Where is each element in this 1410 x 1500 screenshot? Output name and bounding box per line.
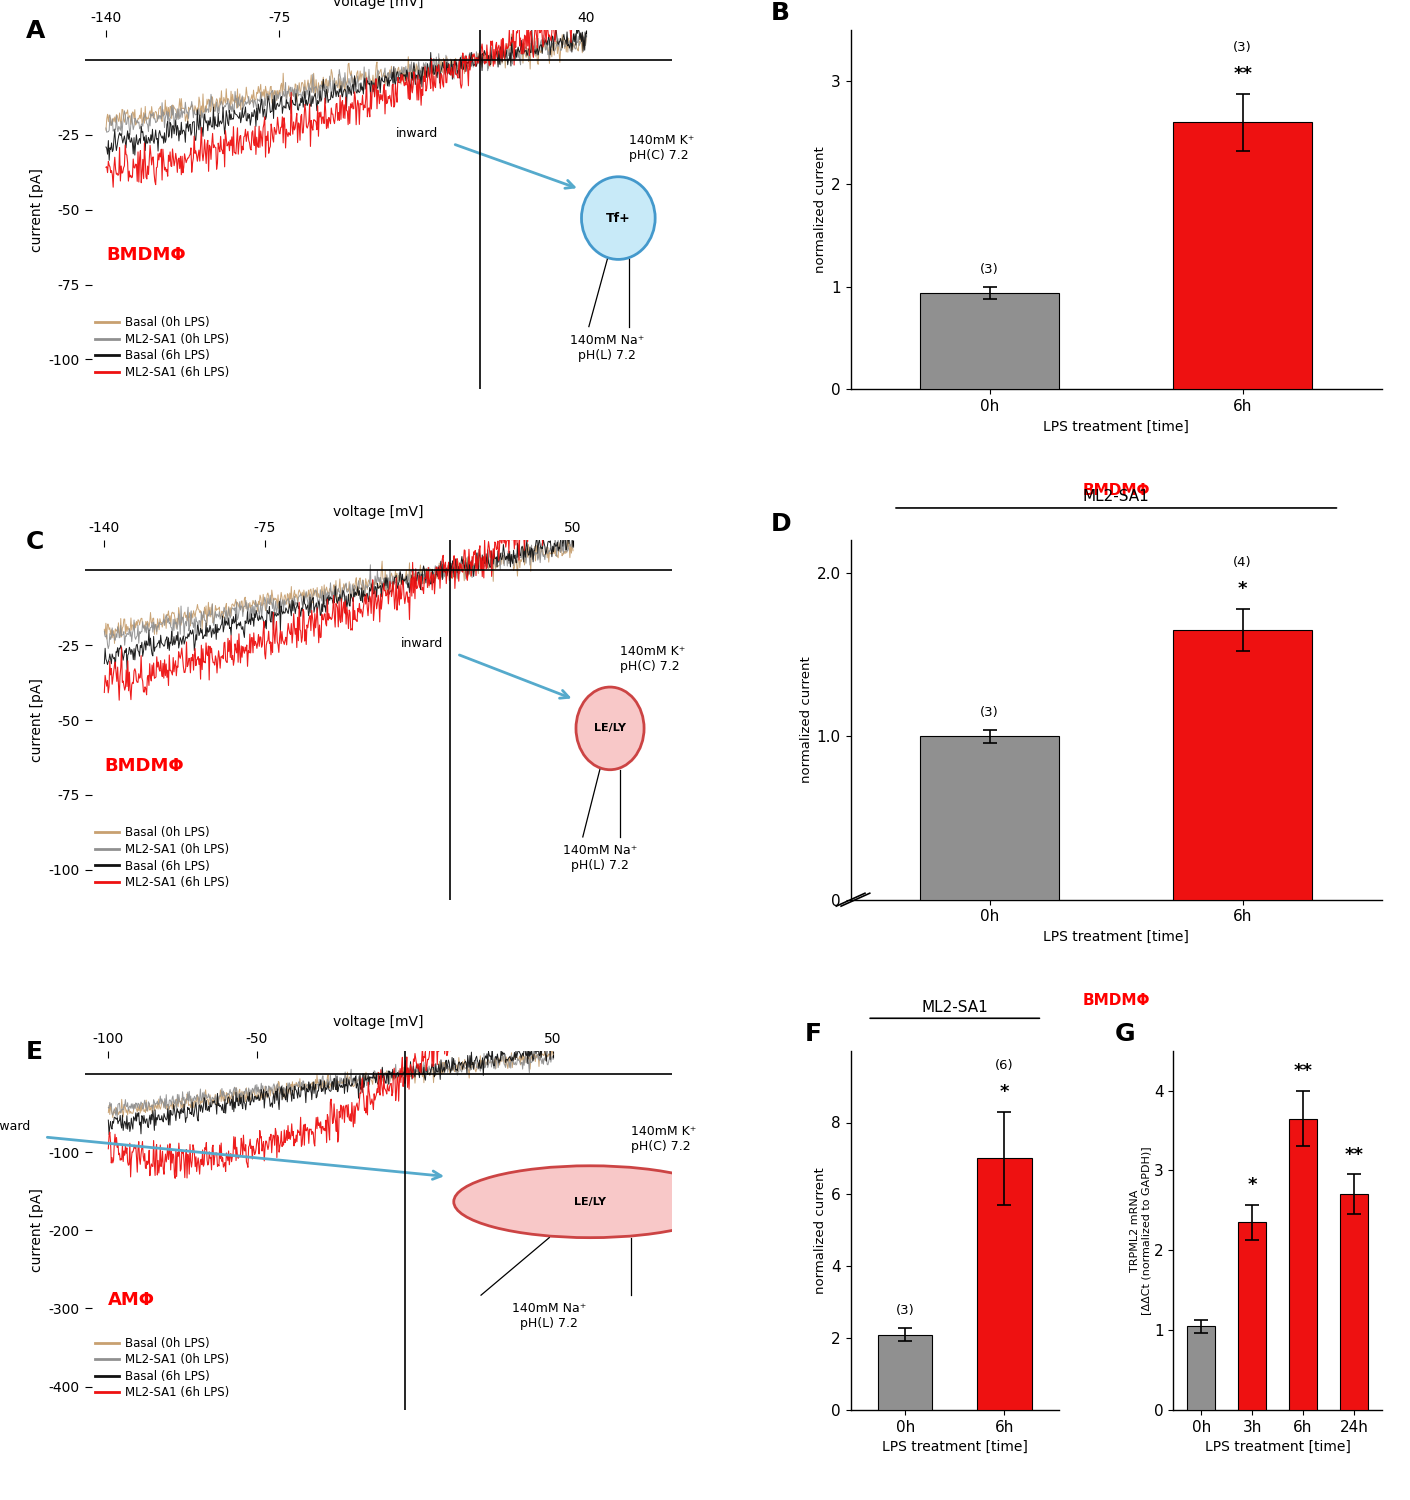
Bar bbox=[1173, 123, 1313, 390]
Text: F: F bbox=[805, 1022, 822, 1046]
Bar bbox=[921, 736, 1059, 900]
Legend: Basal (0h LPS), ML2-SA1 (0h LPS), Basal (6h LPS), ML2-SA1 (6h LPS): Basal (0h LPS), ML2-SA1 (0h LPS), Basal … bbox=[90, 312, 234, 384]
Text: *: * bbox=[1238, 580, 1248, 598]
X-axis label: LPS treatment [time]: LPS treatment [time] bbox=[1204, 1440, 1351, 1455]
X-axis label: LPS treatment [time]: LPS treatment [time] bbox=[881, 1440, 1028, 1455]
X-axis label: voltage [mV]: voltage [mV] bbox=[333, 1016, 423, 1029]
X-axis label: LPS treatment [time]: LPS treatment [time] bbox=[1043, 420, 1189, 434]
Text: inward: inward bbox=[396, 128, 439, 140]
Text: A: A bbox=[25, 20, 45, 44]
Y-axis label: TRPML2 mRNA
[ΔΔCt (normalized to GAPDH)]: TRPML2 mRNA [ΔΔCt (normalized to GAPDH)] bbox=[1129, 1146, 1151, 1314]
Bar bbox=[1173, 630, 1313, 900]
Text: **: ** bbox=[1234, 64, 1252, 82]
Text: Tf+: Tf+ bbox=[606, 211, 630, 225]
Bar bbox=[1238, 1222, 1266, 1410]
Text: (4): (4) bbox=[1234, 556, 1252, 570]
Y-axis label: normalized current: normalized current bbox=[799, 657, 812, 783]
Text: *: * bbox=[1000, 1083, 1010, 1101]
Text: 140mM Na⁺
pH(L) 7.2: 140mM Na⁺ pH(L) 7.2 bbox=[512, 1302, 587, 1330]
Text: BMDMΦ: BMDMΦ bbox=[106, 246, 186, 264]
Circle shape bbox=[581, 177, 656, 260]
Text: ML2-SA1: ML2-SA1 bbox=[1083, 489, 1149, 504]
Text: **: ** bbox=[1293, 1062, 1313, 1080]
Text: 140mM Na⁺
pH(L) 7.2: 140mM Na⁺ pH(L) 7.2 bbox=[563, 844, 637, 871]
Text: ML2-SA1: ML2-SA1 bbox=[921, 999, 988, 1014]
Y-axis label: current [pA]: current [pA] bbox=[31, 168, 44, 252]
Circle shape bbox=[454, 1166, 726, 1238]
Legend: Basal (0h LPS), ML2-SA1 (0h LPS), Basal (6h LPS), ML2-SA1 (6h LPS): Basal (0h LPS), ML2-SA1 (0h LPS), Basal … bbox=[90, 1332, 234, 1404]
Bar bbox=[977, 1158, 1032, 1410]
Text: G: G bbox=[1115, 1022, 1136, 1046]
Bar bbox=[1340, 1194, 1368, 1410]
Text: BMDMΦ: BMDMΦ bbox=[104, 756, 183, 774]
Text: AMΦ: AMΦ bbox=[109, 1292, 155, 1310]
Y-axis label: normalized current: normalized current bbox=[814, 147, 828, 273]
X-axis label: voltage [mV]: voltage [mV] bbox=[333, 506, 423, 519]
Y-axis label: current [pA]: current [pA] bbox=[31, 678, 44, 762]
Bar bbox=[1289, 1119, 1317, 1410]
Text: LE/LY: LE/LY bbox=[574, 1197, 606, 1206]
Text: inward: inward bbox=[0, 1120, 31, 1134]
Text: inward: inward bbox=[400, 638, 443, 651]
Text: BMDMΦ: BMDMΦ bbox=[1083, 993, 1151, 1008]
Text: C: C bbox=[25, 530, 44, 554]
X-axis label: voltage [mV]: voltage [mV] bbox=[333, 0, 423, 9]
Legend: Basal (0h LPS), ML2-SA1 (0h LPS), Basal (6h LPS), ML2-SA1 (6h LPS): Basal (0h LPS), ML2-SA1 (0h LPS), Basal … bbox=[90, 822, 234, 894]
Text: 140mM Na⁺
pH(L) 7.2: 140mM Na⁺ pH(L) 7.2 bbox=[570, 334, 644, 362]
Text: (3): (3) bbox=[980, 262, 1000, 276]
Y-axis label: current [pA]: current [pA] bbox=[31, 1188, 44, 1272]
Bar bbox=[921, 292, 1059, 390]
Text: (3): (3) bbox=[980, 706, 1000, 718]
Text: LE/LY: LE/LY bbox=[594, 723, 626, 734]
Bar bbox=[878, 1335, 932, 1410]
Text: *: * bbox=[1248, 1176, 1256, 1194]
Text: 140mM K⁺
pH(C) 7.2: 140mM K⁺ pH(C) 7.2 bbox=[629, 135, 695, 162]
Text: E: E bbox=[25, 1040, 42, 1064]
Text: (6): (6) bbox=[995, 1059, 1014, 1072]
X-axis label: LPS treatment [time]: LPS treatment [time] bbox=[1043, 930, 1189, 944]
Text: BMDMΦ: BMDMΦ bbox=[1083, 483, 1151, 498]
Text: B: B bbox=[771, 2, 790, 26]
Text: D: D bbox=[771, 512, 791, 536]
Y-axis label: normalized current: normalized current bbox=[814, 1167, 828, 1293]
Text: **: ** bbox=[1344, 1146, 1363, 1164]
Text: 140mM K⁺
pH(C) 7.2: 140mM K⁺ pH(C) 7.2 bbox=[632, 1125, 697, 1154]
Circle shape bbox=[575, 687, 644, 770]
Bar bbox=[1187, 1326, 1215, 1410]
Text: (3): (3) bbox=[1234, 40, 1252, 54]
Text: 140mM K⁺
pH(C) 7.2: 140mM K⁺ pH(C) 7.2 bbox=[620, 645, 685, 672]
Text: (3): (3) bbox=[895, 1305, 915, 1317]
